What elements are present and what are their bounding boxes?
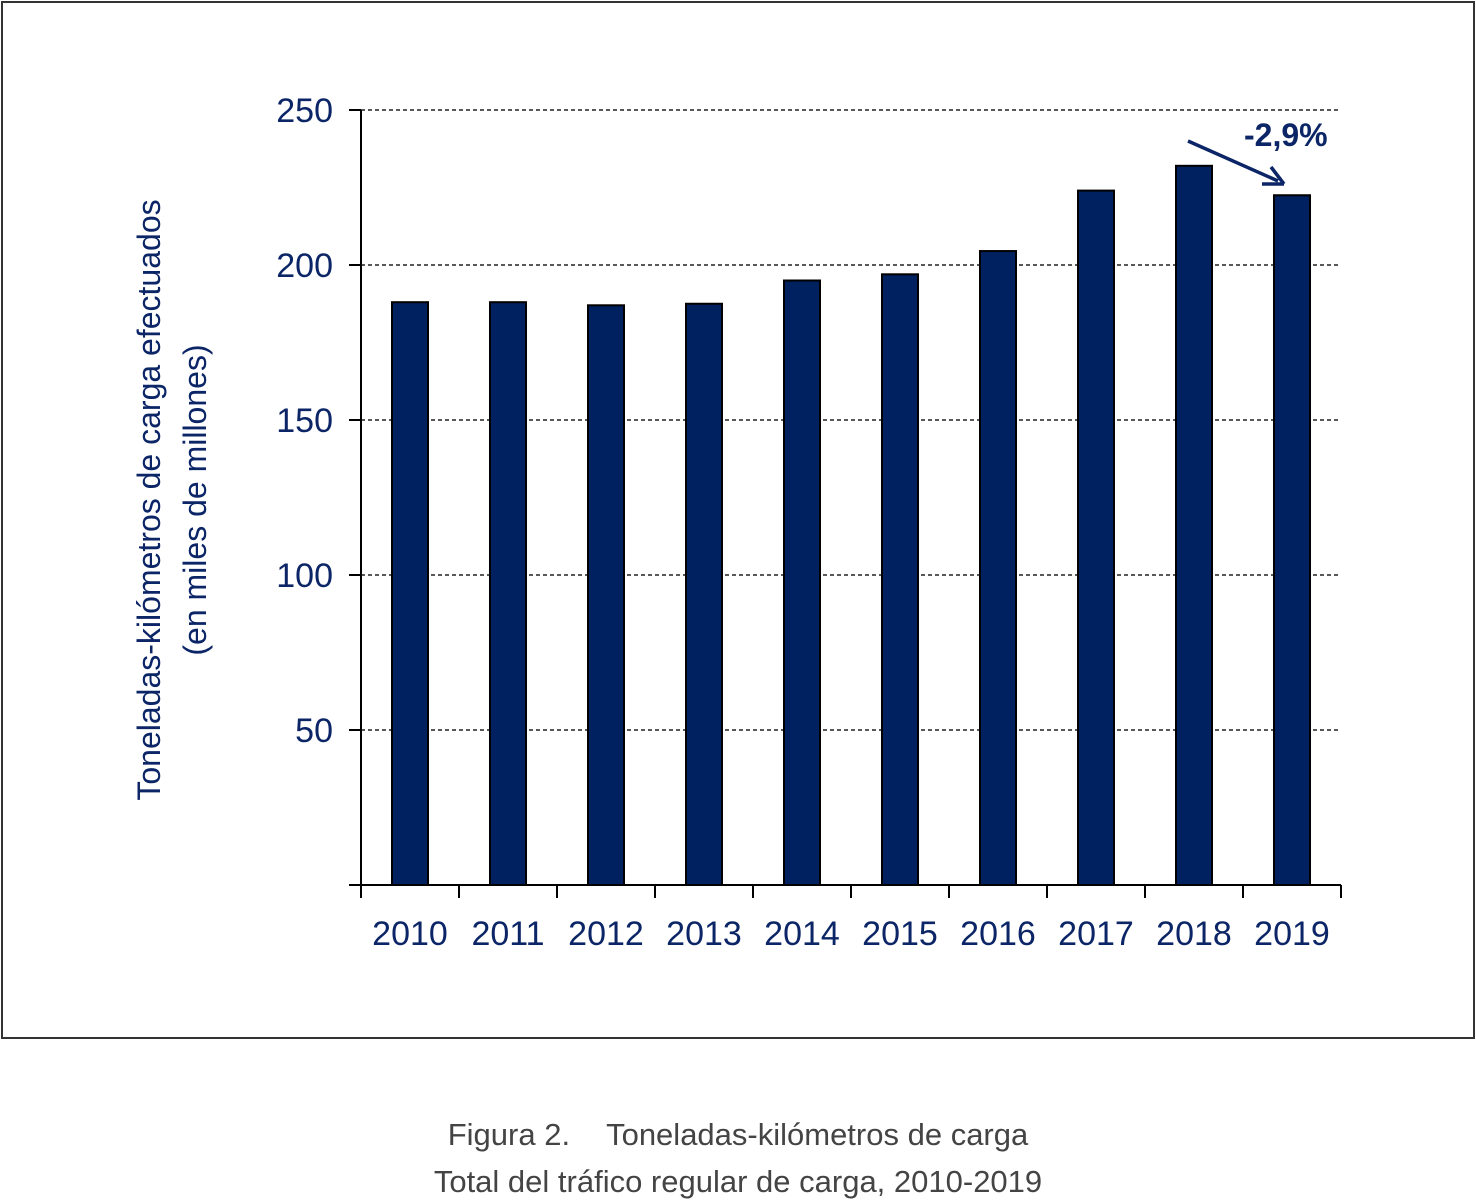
x-tick-label: 2014 — [764, 915, 840, 953]
annotation-arrow — [1187, 139, 1279, 183]
figure-label: Figura 2. — [448, 1117, 570, 1152]
annotation-label: -2,9% — [1244, 117, 1328, 153]
y-tick-label: 150 — [276, 402, 333, 440]
bar-2019 — [1273, 194, 1311, 886]
x-tick-label: 2010 — [372, 915, 448, 953]
bar-2017 — [1077, 189, 1115, 887]
x-tick-label: 2015 — [862, 915, 938, 953]
caption-subtitle: Total del tráfico regular de carga, 2010… — [434, 1164, 1042, 1199]
x-tick-label: 2012 — [568, 915, 644, 953]
x-tick-label: 2017 — [1058, 915, 1134, 953]
y-tick-label: 50 — [295, 712, 333, 750]
bar-2010 — [391, 301, 429, 886]
bar-2013 — [685, 302, 723, 886]
bar-2016 — [979, 250, 1017, 887]
figure-title: Toneladas-kilómetros de carga — [606, 1117, 1029, 1152]
y-axis-title-line2: (en miles de millones) — [177, 344, 213, 655]
bar-2011 — [489, 301, 527, 886]
x-tick-label: 2016 — [960, 915, 1036, 953]
x-tick-label: 2011 — [471, 915, 544, 953]
bar-2018 — [1175, 164, 1213, 887]
y-tick-label: 200 — [276, 247, 333, 285]
y-tick-label: 100 — [276, 557, 333, 595]
caption-title: Figura 2. Toneladas-kilómetros de carga — [448, 1117, 1029, 1152]
x-tick-label: 2018 — [1156, 915, 1232, 953]
y-tick-label: 250 — [276, 92, 333, 130]
bar-2012 — [587, 304, 625, 886]
arrow-head-icon — [1262, 165, 1286, 186]
bar-2014 — [783, 279, 821, 886]
y-axis-title: Toneladas-kilómetros de carga efectuados — [131, 199, 167, 800]
bar-2015 — [881, 273, 919, 886]
change-annotation: -2,9% — [1187, 117, 1328, 186]
chart-frame — [1, 1, 1475, 1039]
x-tick-label: 2019 — [1254, 915, 1330, 953]
x-tick-label: 2013 — [666, 915, 742, 953]
